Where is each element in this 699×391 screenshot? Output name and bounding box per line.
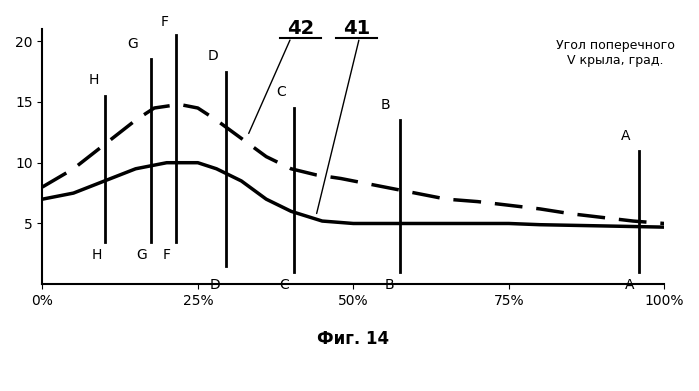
Text: D: D — [208, 49, 218, 63]
Text: H: H — [89, 74, 99, 87]
Text: Фиг. 14: Фиг. 14 — [317, 330, 389, 348]
Text: F: F — [161, 15, 169, 29]
Text: G: G — [136, 248, 147, 262]
Text: C: C — [276, 86, 286, 99]
Text: D: D — [210, 278, 221, 292]
Text: B: B — [380, 98, 390, 112]
Text: A: A — [625, 278, 634, 292]
Text: H: H — [92, 248, 101, 262]
Text: C: C — [279, 278, 289, 292]
Text: 41: 41 — [343, 18, 370, 38]
Text: Угол поперечного
V крыла, град.: Угол поперечного V крыла, град. — [556, 39, 675, 67]
Text: A: A — [621, 129, 630, 143]
Text: 42: 42 — [287, 18, 314, 38]
Text: G: G — [127, 37, 138, 51]
Text: F: F — [163, 248, 171, 262]
Text: B: B — [384, 278, 394, 292]
